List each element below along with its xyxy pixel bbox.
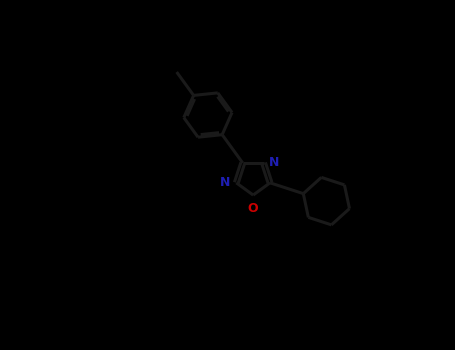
Text: N: N bbox=[269, 156, 279, 169]
Text: N: N bbox=[220, 176, 231, 189]
Text: O: O bbox=[248, 202, 258, 215]
